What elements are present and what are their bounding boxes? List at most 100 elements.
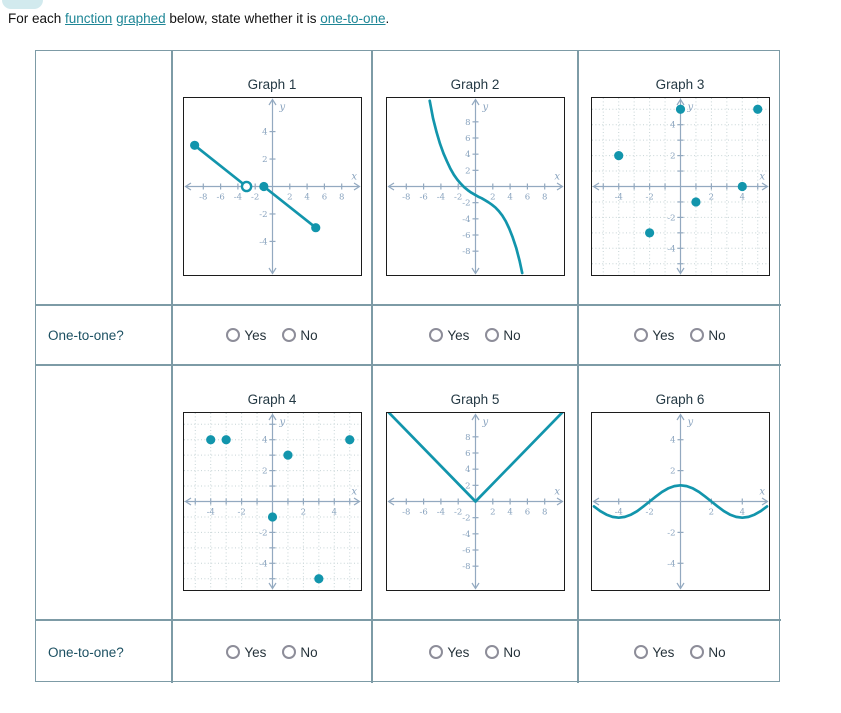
graph3-no-label: No xyxy=(708,327,726,343)
svg-text:4: 4 xyxy=(262,128,267,138)
svg-text:y: y xyxy=(481,102,488,113)
svg-text:-4: -4 xyxy=(259,559,267,569)
svg-text:y: y xyxy=(481,417,488,428)
svg-text:6: 6 xyxy=(524,193,529,203)
graph5-no-radio[interactable] xyxy=(485,645,500,659)
svg-text:-2: -2 xyxy=(667,528,675,538)
svg-text:6: 6 xyxy=(321,193,326,203)
answer-cell-graph6: Yes No xyxy=(579,621,781,683)
svg-text:-4: -4 xyxy=(233,193,241,203)
graph3-no-option[interactable]: No xyxy=(690,327,726,343)
empty-cell-row2 xyxy=(36,366,173,621)
graph2-no-radio[interactable] xyxy=(485,328,500,342)
graphed-link[interactable]: graphed xyxy=(116,11,166,26)
svg-text:4: 4 xyxy=(507,508,512,518)
graph1-yes-option[interactable]: Yes xyxy=(226,328,266,343)
svg-text:-4: -4 xyxy=(462,215,470,225)
svg-text:4: 4 xyxy=(331,508,336,518)
graph3-title: Graph 3 xyxy=(655,77,705,92)
graph4-yes-label: Yes xyxy=(244,644,267,660)
svg-text:2: 2 xyxy=(708,508,713,518)
function-link[interactable]: function xyxy=(65,11,113,26)
svg-text:2: 2 xyxy=(708,193,713,203)
graph2-yes-label: Yes xyxy=(447,327,470,343)
graph2-yes-option[interactable]: Yes xyxy=(429,328,469,343)
svg-text:8: 8 xyxy=(465,433,470,443)
graph3-yes-radio[interactable] xyxy=(634,328,649,342)
graph4-yes-radio[interactable] xyxy=(226,645,241,659)
graph6-no-radio[interactable] xyxy=(690,645,705,659)
graph6-title: Graph 6 xyxy=(655,392,705,407)
graph2-yes-radio[interactable] xyxy=(429,328,444,342)
graph3-cell: Graph 3 -4 -2 2 4 4 2 -2 -4 x y xyxy=(579,51,781,306)
svg-text:-4: -4 xyxy=(436,508,444,518)
svg-text:8: 8 xyxy=(465,118,470,128)
graph4-no-label: No xyxy=(300,644,318,660)
graph2-no-label: No xyxy=(503,327,521,343)
graph6-yes-label: Yes xyxy=(652,644,675,660)
svg-text:2: 2 xyxy=(262,467,267,477)
question-prefix: For each xyxy=(8,11,66,26)
svg-text:-2: -2 xyxy=(462,514,470,524)
graph4-no-option[interactable]: No xyxy=(282,644,318,660)
svg-text:8: 8 xyxy=(541,508,546,518)
graph1-no-label: No xyxy=(300,327,318,343)
graph4-title: Graph 4 xyxy=(247,392,297,407)
svg-text:-4: -4 xyxy=(614,193,622,203)
empty-cell-row1 xyxy=(36,51,173,306)
graph6-yes-option[interactable]: Yes xyxy=(634,645,674,660)
graph3-yes-option[interactable]: Yes xyxy=(634,328,674,343)
graph2-no-option[interactable]: No xyxy=(485,327,521,343)
graph1-title: Graph 1 xyxy=(247,77,297,92)
graph5-yes-radio[interactable] xyxy=(429,645,444,659)
graph1-no-radio[interactable] xyxy=(282,328,297,342)
graph1-yes-radio[interactable] xyxy=(226,328,241,342)
graph1-plot: -8 -6 -4 -2 2 4 6 8 4 2 -2 -4 x y xyxy=(182,97,362,276)
svg-text:-6: -6 xyxy=(462,546,470,556)
graphs-table: Graph 1 -8 -6 -4 -2 2 4 6 8 4 2 -2 -4 x y Graph 2 -8-… xyxy=(35,50,781,683)
svg-text:4: 4 xyxy=(465,465,470,475)
graph4-no-radio[interactable] xyxy=(282,645,297,659)
svg-text:x: x xyxy=(759,172,765,183)
svg-text:4: 4 xyxy=(739,193,744,203)
svg-text:2: 2 xyxy=(465,481,470,491)
svg-text:2: 2 xyxy=(465,166,470,176)
question-suffix: . xyxy=(385,11,390,26)
svg-text:6: 6 xyxy=(465,134,470,144)
svg-text:-4: -4 xyxy=(667,559,675,569)
svg-text:2: 2 xyxy=(490,508,495,518)
svg-text:-8: -8 xyxy=(199,193,207,203)
svg-text:-4: -4 xyxy=(614,508,622,518)
one-to-one-link[interactable]: one-to-one xyxy=(320,11,386,26)
graph4-cell: Graph 4 -4 -2 2 4 4 2 -2 -4 x y xyxy=(173,366,373,621)
one-to-one-label-row1: One-to-one? xyxy=(36,306,173,366)
svg-text:y: y xyxy=(278,102,285,113)
graph6-no-option[interactable]: No xyxy=(690,644,726,660)
svg-text:y: y xyxy=(686,102,693,113)
svg-text:4: 4 xyxy=(465,150,470,160)
svg-text:y: y xyxy=(278,417,285,428)
svg-text:x: x xyxy=(554,172,560,183)
graph5-cell: Graph 5 -8 -6 -4 -2 2 4 6 8 8 6 4 2 -2 -4 -6 -8 x y xyxy=(373,366,579,621)
graph6-plot: -4 -2 2 4 4 2 -2 -4 x y xyxy=(590,412,770,591)
graph1-no-option[interactable]: No xyxy=(282,327,318,343)
svg-text:-2: -2 xyxy=(667,213,675,223)
graph5-no-option[interactable]: No xyxy=(485,644,521,660)
svg-text:-6: -6 xyxy=(419,193,427,203)
tooltip-pill-fragment xyxy=(2,0,43,9)
graph4-yes-option[interactable]: Yes xyxy=(226,645,266,660)
svg-text:2: 2 xyxy=(300,508,305,518)
graph5-yes-option[interactable]: Yes xyxy=(429,645,469,660)
svg-text:-6: -6 xyxy=(462,231,470,241)
graph2-title: Graph 2 xyxy=(450,77,500,92)
svg-text:-4: -4 xyxy=(462,530,470,540)
graph6-no-label: No xyxy=(708,644,726,660)
svg-text:x: x xyxy=(351,487,357,498)
svg-text:4: 4 xyxy=(739,508,744,518)
answer-cell-graph2: Yes No xyxy=(373,306,579,366)
svg-text:2: 2 xyxy=(490,193,495,203)
graph3-no-radio[interactable] xyxy=(690,328,705,342)
graph5-no-label: No xyxy=(503,644,521,660)
svg-text:x: x xyxy=(759,487,765,498)
graph6-yes-radio[interactable] xyxy=(634,645,649,659)
